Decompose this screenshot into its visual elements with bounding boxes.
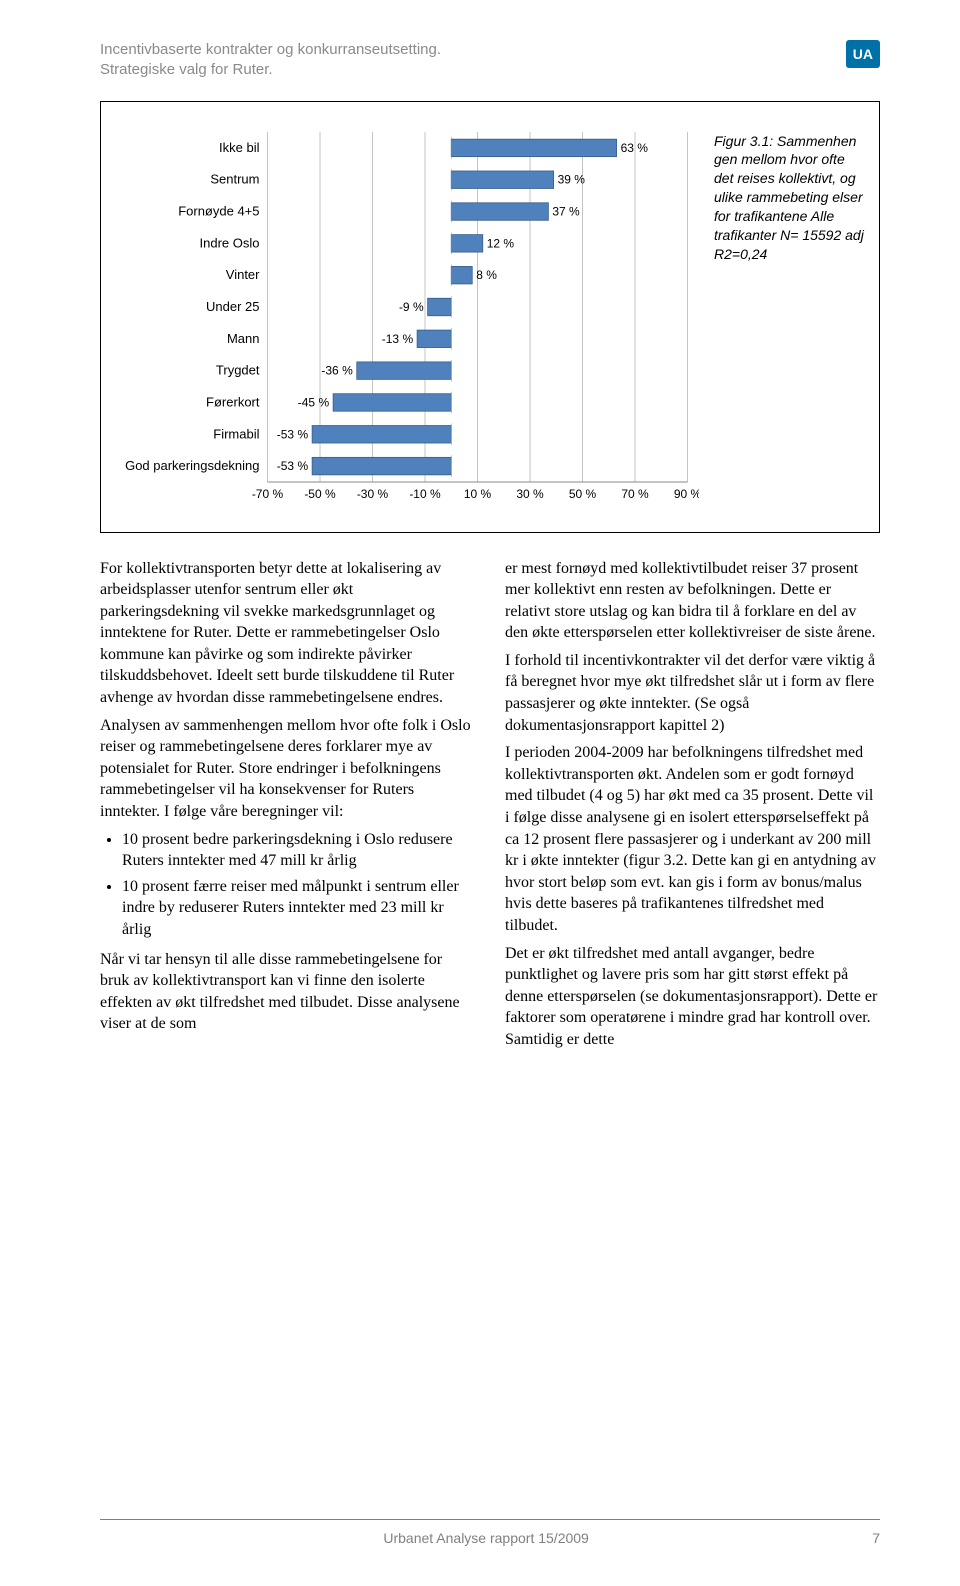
page-header: Incentivbaserte kontrakter og konkurrans… bbox=[100, 40, 880, 81]
svg-text:50 %: 50 % bbox=[569, 487, 597, 501]
caption-text: Sammenhen gen mellom hvor ofte det reise… bbox=[714, 133, 864, 262]
page-number: 7 bbox=[872, 1530, 880, 1546]
body-columns: For kollektivtransporten betyr dette at … bbox=[100, 558, 880, 1057]
svg-text:Sentrum: Sentrum bbox=[210, 171, 259, 186]
svg-text:-13 %: -13 % bbox=[382, 331, 414, 345]
left-column: For kollektivtransporten betyr dette at … bbox=[100, 558, 475, 1057]
svg-text:70 %: 70 % bbox=[621, 487, 649, 501]
svg-text:Vinter: Vinter bbox=[226, 267, 260, 282]
paragraph: I forhold til incentivkontrakter vil det… bbox=[505, 650, 880, 736]
list-item: 10 prosent færre reiser med målpunkt i s… bbox=[122, 876, 475, 941]
header-line2: Strategiske valg for Ruter. bbox=[100, 60, 441, 80]
svg-text:Førerkort: Førerkort bbox=[206, 394, 260, 409]
list-item: 10 prosent bedre parkeringsdekning i Osl… bbox=[122, 829, 475, 872]
svg-text:30 %: 30 % bbox=[516, 487, 544, 501]
paragraph: I perioden 2004-2009 har befolkningens t… bbox=[505, 742, 880, 936]
svg-text:-36 %: -36 % bbox=[321, 363, 353, 377]
figure-caption: Figur 3.1: Sammenhen gen mellom hvor oft… bbox=[714, 122, 864, 517]
svg-text:-53 %: -53 % bbox=[277, 459, 309, 473]
svg-text:-9 %: -9 % bbox=[399, 300, 424, 314]
svg-text:Ikke bil: Ikke bil bbox=[219, 139, 260, 154]
chart-area: -70 % -50 % -30 % -10 % 10 % 30 % 50 % 70 % 90 %… bbox=[116, 122, 699, 517]
svg-text:8 %: 8 % bbox=[476, 268, 497, 282]
paragraph: Det er økt tilfredshet med antall avgang… bbox=[505, 943, 880, 1051]
header-line1: Incentivbaserte kontrakter og konkurrans… bbox=[100, 40, 441, 60]
svg-text:37 %: 37 % bbox=[552, 204, 580, 218]
paragraph: For kollektivtransporten betyr dette at … bbox=[100, 558, 475, 709]
ua-badge: UA bbox=[846, 40, 880, 68]
svg-text:-70 %: -70 % bbox=[252, 487, 284, 501]
caption-title: Figur 3.1: bbox=[714, 133, 773, 149]
bar-chart: -70 % -50 % -30 % -10 % 10 % 30 % 50 % 70 % 90 %… bbox=[116, 122, 699, 512]
svg-text:-53 %: -53 % bbox=[277, 427, 309, 441]
footer-center: Urbanet Analyse rapport 15/2009 bbox=[383, 1530, 588, 1546]
figure-box: -70 % -50 % -30 % -10 % 10 % 30 % 50 % 70 % 90 %… bbox=[100, 101, 880, 533]
page-footer: Urbanet Analyse rapport 15/2009 7 bbox=[100, 1519, 880, 1546]
svg-text:Mann: Mann bbox=[227, 330, 260, 345]
svg-text:90 %: 90 % bbox=[674, 487, 699, 501]
right-column: er mest fornøyd med kollektivtilbudet re… bbox=[505, 558, 880, 1057]
svg-text:-45 %: -45 % bbox=[298, 395, 330, 409]
svg-text:-10 %: -10 % bbox=[409, 487, 441, 501]
svg-text:Under 25: Under 25 bbox=[206, 299, 259, 314]
paragraph: Analysen av sammenhengen mellom hvor oft… bbox=[100, 715, 475, 823]
svg-text:12 %: 12 % bbox=[487, 236, 515, 250]
svg-text:10 %: 10 % bbox=[464, 487, 492, 501]
header-title: Incentivbaserte kontrakter og konkurrans… bbox=[100, 40, 441, 81]
svg-text:God parkeringsdekning: God parkeringsdekning bbox=[125, 458, 259, 473]
paragraph: Når vi tar hensyn til alle disse rammebe… bbox=[100, 949, 475, 1035]
svg-text:Trygdet: Trygdet bbox=[216, 362, 260, 377]
svg-text:Firmabil: Firmabil bbox=[213, 426, 259, 441]
bullet-list: 10 prosent bedre parkeringsdekning i Osl… bbox=[100, 829, 475, 941]
svg-text:-50 %: -50 % bbox=[304, 487, 336, 501]
svg-text:39 %: 39 % bbox=[558, 172, 586, 186]
svg-text:-30 %: -30 % bbox=[357, 487, 389, 501]
svg-text:63 %: 63 % bbox=[621, 140, 649, 154]
svg-text:Fornøyde 4+5: Fornøyde 4+5 bbox=[178, 203, 259, 218]
paragraph: er mest fornøyd med kollektivtilbudet re… bbox=[505, 558, 880, 644]
svg-text:Indre Oslo: Indre Oslo bbox=[200, 235, 260, 250]
